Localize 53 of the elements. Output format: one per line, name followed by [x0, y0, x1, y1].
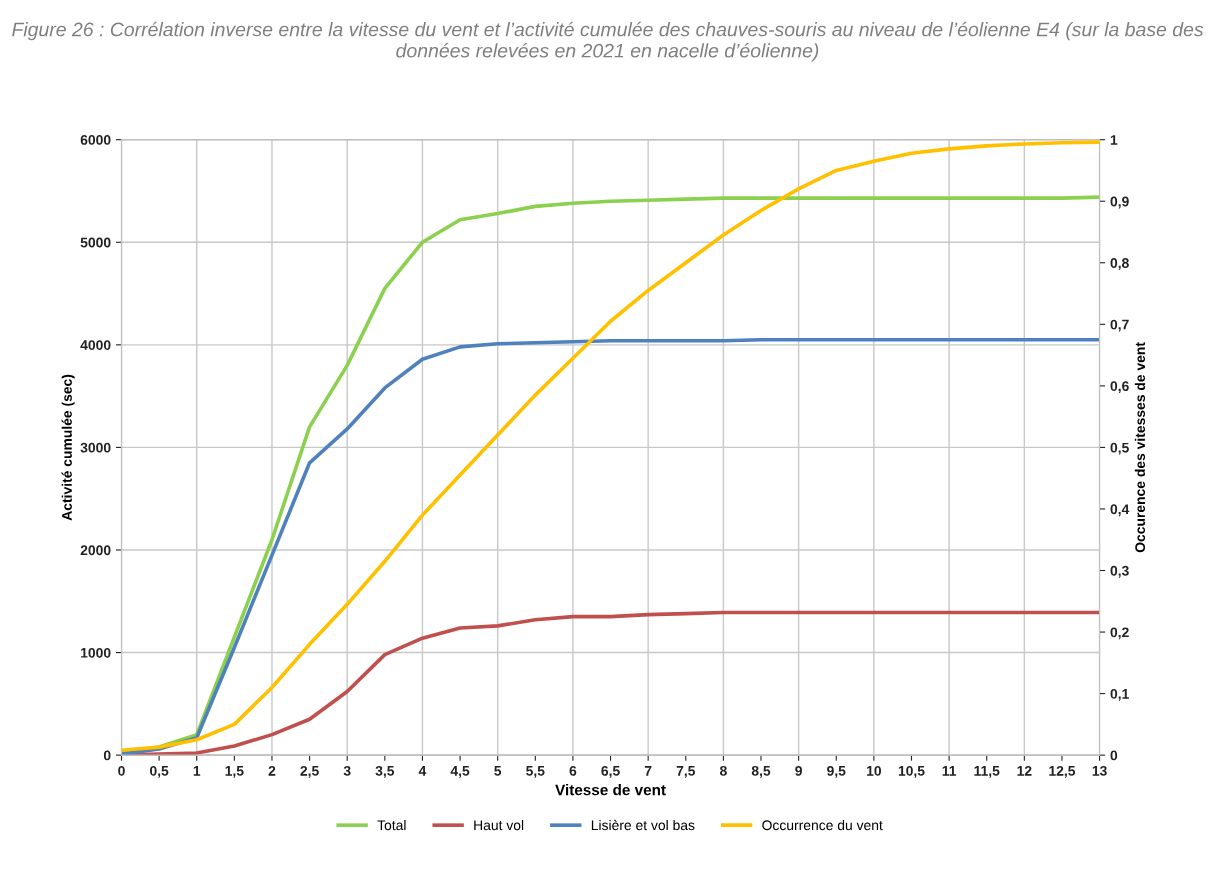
x-tick-label: 10: [867, 765, 882, 776]
x-tick-label: 0: [118, 765, 125, 776]
y2-tick-label: 0,1: [1110, 688, 1129, 701]
y-tick-label: 4000: [80, 340, 111, 350]
x-tick-label: 5: [494, 766, 502, 776]
y-tick-label: 6000: [80, 135, 111, 145]
x-tick-label: 3: [343, 765, 351, 776]
x-tick-label: 1,5: [225, 766, 244, 778]
y-tick-label: 2000: [80, 545, 111, 556]
y-tick-label: 1000: [81, 647, 111, 658]
y2-tick-label: 0,9: [1110, 196, 1129, 209]
x-tick-label: 9: [795, 765, 802, 776]
y2-axis-title: Occurence des vitesses de vent: [1134, 342, 1146, 553]
x-tick-label: 9,5: [827, 765, 846, 778]
x-tick-label: 4,5: [450, 766, 470, 778]
x-tick-label: 1: [193, 766, 201, 776]
legend-label: Occurrence du vent: [762, 819, 883, 831]
x-tick-label: 11: [942, 766, 957, 776]
x-tick-label: 8: [719, 765, 727, 776]
y-tick-label: 3000: [80, 442, 111, 453]
y2-tick-label: 0,7: [1110, 319, 1129, 332]
x-tick-label: 7: [644, 766, 652, 776]
x-tick-label: 4: [418, 766, 427, 776]
y2-tick-label: 0,6: [1110, 381, 1129, 394]
legend-label: Haut vol: [474, 819, 524, 831]
x-tick-label: 8,5: [751, 765, 771, 778]
x-tick-label: 10,5: [898, 765, 925, 778]
x-tick-label: 3,5: [375, 765, 395, 778]
x-tick-label: 6,5: [601, 765, 620, 778]
y2-tick-label: 0,3: [1110, 565, 1129, 578]
y2-tick-label: 1: [1110, 135, 1118, 145]
legend-label: Lisière et vol bas: [591, 819, 695, 831]
x-tick-label: 12: [1017, 765, 1032, 776]
y2-tick-label: 0: [1110, 750, 1118, 761]
x-tick-label: 7,5: [676, 766, 696, 778]
y2-tick-label: 0,8: [1110, 258, 1129, 270]
x-axis-title: Vitesse de vent: [555, 784, 666, 796]
x-tick-label: 13: [1092, 765, 1107, 776]
x-tick-label: 11,5: [974, 766, 1000, 778]
legend-label: Total: [377, 819, 406, 831]
y2-tick-label: 0,5: [1110, 442, 1129, 455]
x-tick-label: 0,5: [150, 765, 169, 778]
y2-tick-label: 0,4: [1110, 504, 1130, 517]
x-tick-label: 12,5: [1049, 765, 1076, 778]
y-axis-title: Activité cumulée (sec): [61, 374, 75, 521]
x-tick-label: 6: [569, 765, 577, 776]
x-tick-label: 2,5: [300, 765, 319, 778]
x-tick-label: 5,5: [526, 766, 545, 778]
y2-tick-label: 0,2: [1110, 627, 1129, 640]
x-tick-label: 2: [268, 765, 276, 776]
chart-title: Figure 26 : Corrélation inverse entre la vitesse du vent et l’activité cumulée des chauves-souris au niveau de l’éolienne E4 (sur la base des données relevées en 2021 en nacelle d’éolienne): [12, 21, 1204, 62]
y-tick-label: 0: [103, 750, 111, 761]
y-tick-label: 5000: [80, 237, 111, 248]
